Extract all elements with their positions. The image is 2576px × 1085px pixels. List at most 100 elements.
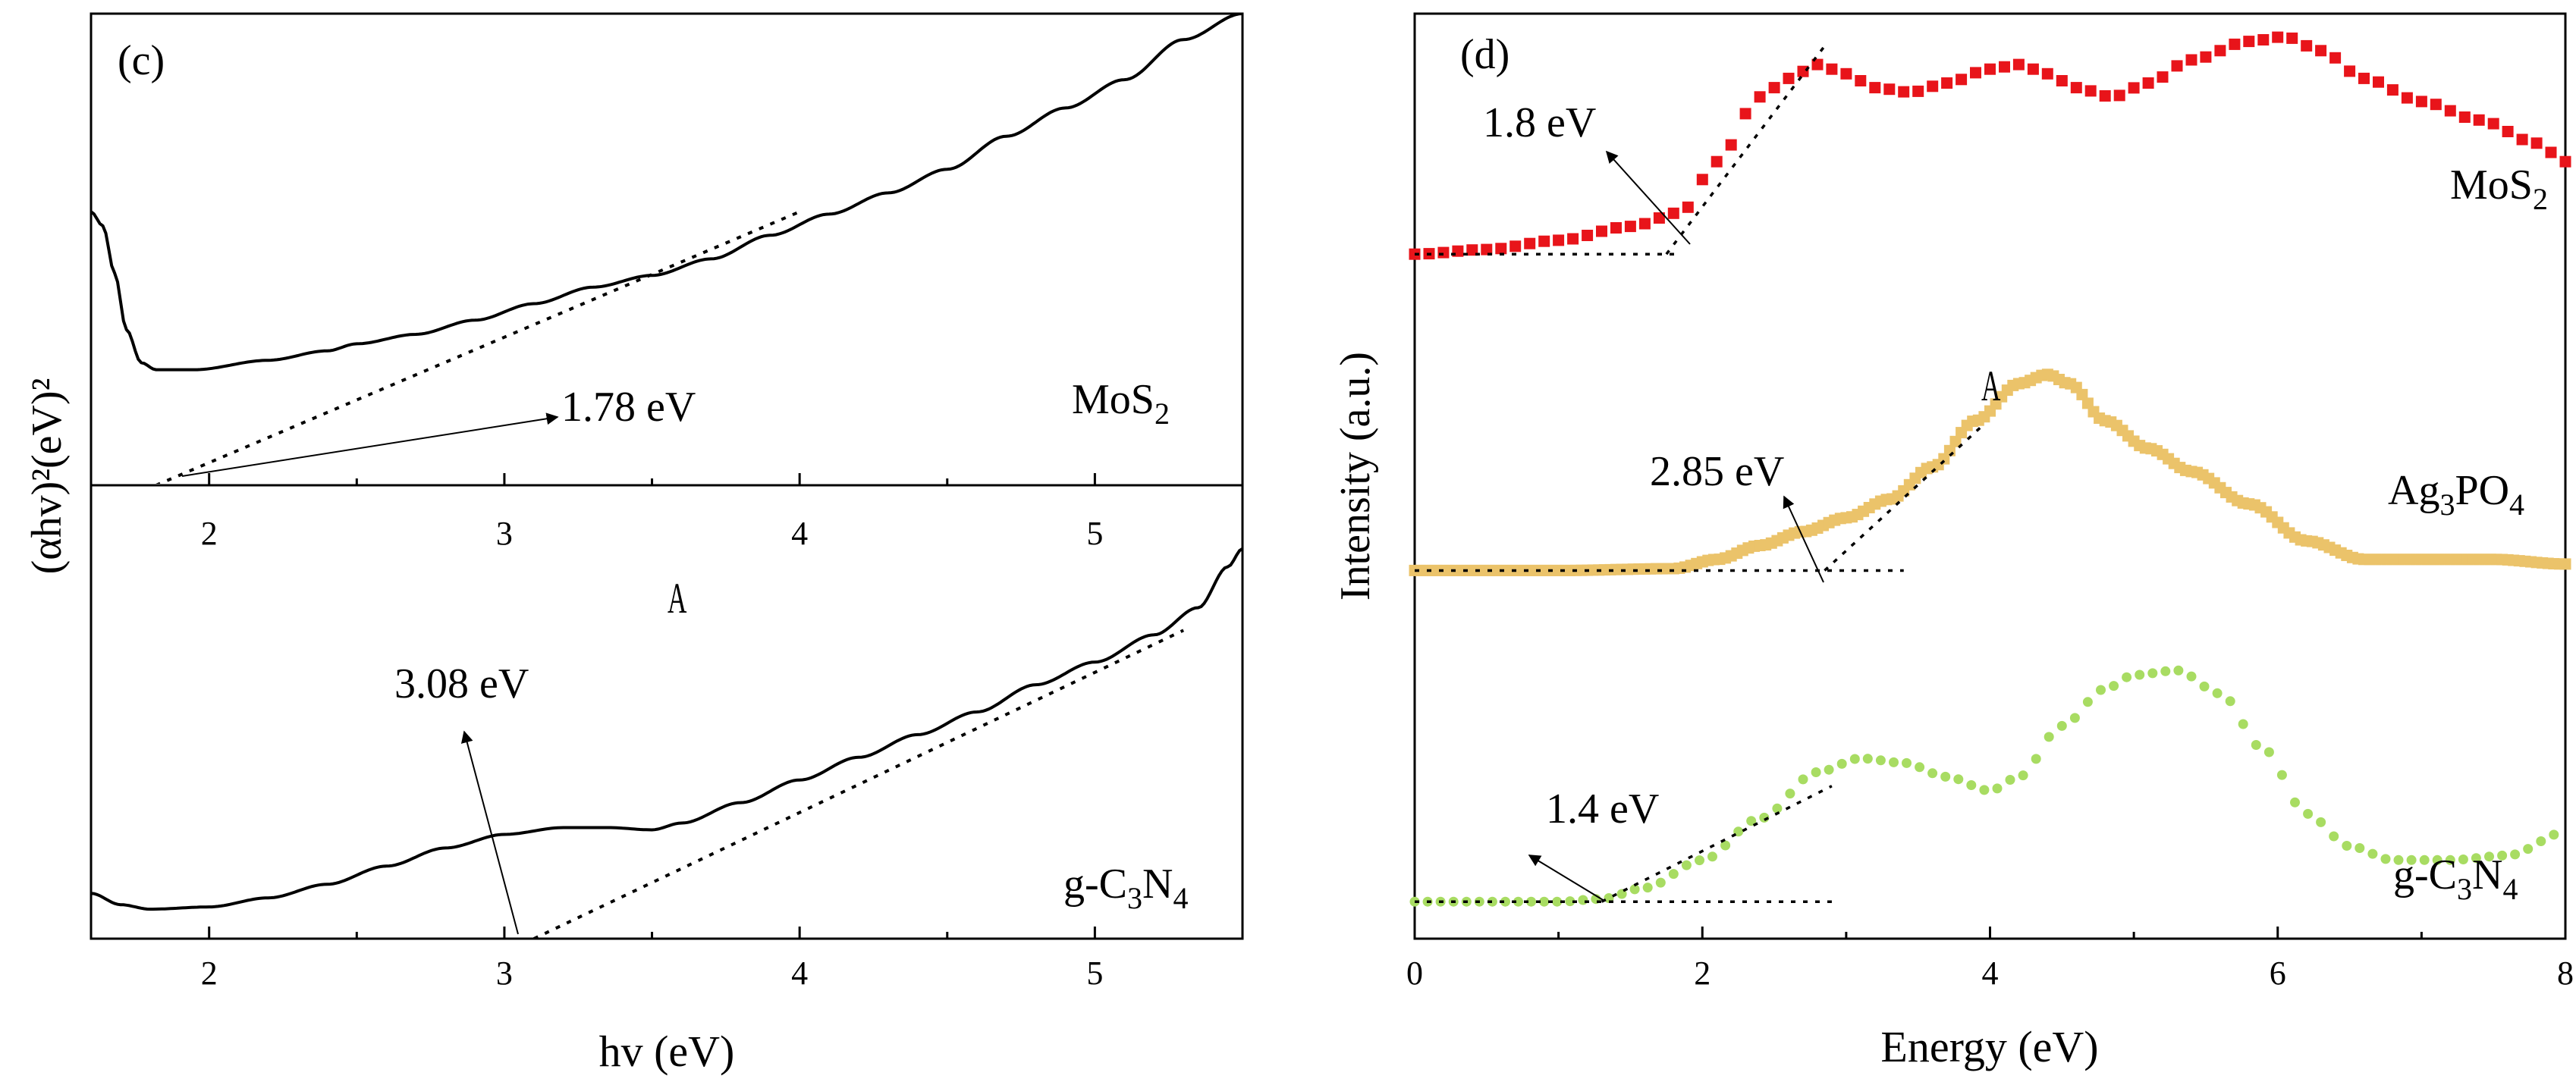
data-point: [1875, 755, 1886, 766]
gc3n4-label-part2: N: [1142, 861, 1173, 908]
mos2-label-sub: 2: [1154, 397, 1170, 431]
d-mos2-label: MoS2: [2450, 161, 2548, 216]
data-point: [2432, 855, 2442, 865]
c-bottom-tick-label: 4: [791, 955, 808, 992]
data-point: [1578, 895, 1588, 905]
panel-c-stray-label: A: [668, 575, 686, 623]
d-tick-label: 6: [2270, 955, 2286, 992]
c-top-tick-label: 5: [1086, 515, 1103, 552]
data-point: [2445, 855, 2455, 865]
d-tick-label: 4: [1982, 955, 1999, 992]
d-gc3n4-label-sub2: 4: [2502, 872, 2518, 906]
data-point: [1768, 82, 1780, 94]
mos2-absorption-curve: [91, 14, 1242, 372]
data-point: [1565, 896, 1575, 907]
gc3n4-label: g-C3N4: [1063, 861, 1188, 915]
data-point: [2069, 713, 2080, 723]
data-point: [1509, 240, 1522, 252]
data-point: [2487, 118, 2499, 130]
data-point: [2430, 99, 2442, 111]
data-point: [1538, 235, 1550, 247]
d-gc3n4-label-sub1: 3: [2457, 872, 2472, 906]
d-ag3po4-bandgap-label: 2.85 eV: [1650, 448, 1784, 495]
gc3n4-absorption-curve: [91, 547, 1242, 911]
data-point: [2502, 126, 2514, 137]
data-point: [2056, 75, 2068, 86]
d-gc3n4-bandgap-arrow: [1528, 855, 1605, 902]
data-point: [2225, 696, 2235, 707]
data-point: [1629, 884, 1640, 895]
data-point: [1840, 67, 1852, 80]
data-point: [1668, 869, 1679, 880]
data-point: [2200, 51, 2212, 63]
data-point: [2329, 831, 2339, 842]
data-point: [1733, 826, 1744, 837]
data-point: [1979, 785, 1990, 795]
gc3n4-label-sub2: 4: [1173, 881, 1188, 915]
data-point: [1783, 72, 1795, 84]
panel-d-y-axis-title: Intensity (a.u.): [1332, 352, 1379, 601]
data-point: [2238, 719, 2248, 729]
data-point: [2142, 77, 2154, 89]
ag3po4-series: [1409, 368, 2571, 576]
data-point: [1481, 243, 1493, 256]
data-point: [1739, 108, 1751, 120]
data-point: [2516, 133, 2528, 146]
data-point: [2082, 697, 2093, 707]
data-point: [1653, 212, 1665, 224]
data-point: [2012, 58, 2025, 71]
data-point: [1610, 222, 1622, 234]
data-point: [2096, 685, 2106, 695]
d-ag3po4-bandgap-arrow: [1783, 495, 1824, 583]
gc3n4-bandgap-label: 3.08 eV: [394, 660, 529, 707]
data-point: [2380, 854, 2391, 864]
data-point: [1725, 139, 1737, 151]
mos2-series: [1409, 31, 2571, 260]
d-ag3po4-label-sub2: 4: [2509, 488, 2524, 522]
data-point: [1940, 771, 1951, 782]
data-point: [1915, 762, 1925, 773]
data-point: [2386, 84, 2399, 96]
data-point: [2316, 817, 2326, 827]
data-point: [2290, 797, 2300, 807]
data-point: [2128, 82, 2140, 94]
c-top-tick-label: 4: [791, 515, 808, 552]
data-point: [2473, 114, 2485, 126]
d-mos2-bandgap-arrow: [1605, 150, 1691, 245]
data-point: [2018, 770, 2028, 781]
d-gc3n4-label-part1: g-C: [2393, 851, 2457, 898]
data-point: [1526, 896, 1537, 907]
data-point: [2523, 844, 2534, 855]
data-point: [2373, 76, 2384, 88]
data-point: [1582, 230, 1594, 241]
data-point: [2342, 841, 2352, 851]
data-point: [1720, 840, 1731, 851]
data-point: [1902, 757, 1912, 768]
data-point: [2251, 740, 2261, 750]
data-point: [2135, 670, 2145, 680]
panel-c-tag: (c): [118, 37, 165, 84]
data-point: [2084, 85, 2097, 97]
data-point: [2458, 855, 2468, 864]
data-point: [1984, 63, 1996, 75]
data-point: [2099, 90, 2111, 102]
data-point: [2076, 388, 2088, 400]
data-point: [1927, 768, 1938, 779]
data-point: [1667, 207, 1679, 219]
data-point: [2559, 558, 2571, 570]
data-point: [2056, 720, 2067, 731]
c-top-tick-label: 3: [496, 515, 513, 552]
data-point: [1466, 244, 1478, 256]
data-point: [1836, 758, 1847, 769]
data-point: [1642, 883, 1653, 893]
data-point: [2286, 32, 2298, 44]
data-point: [2315, 45, 2327, 57]
d-mos2-label-sub: 2: [2533, 182, 2548, 216]
data-point: [1826, 63, 1838, 75]
data-point: [1711, 155, 1723, 168]
data-point: [1495, 243, 1507, 255]
data-point: [2041, 67, 2053, 80]
data-point: [2122, 672, 2132, 682]
